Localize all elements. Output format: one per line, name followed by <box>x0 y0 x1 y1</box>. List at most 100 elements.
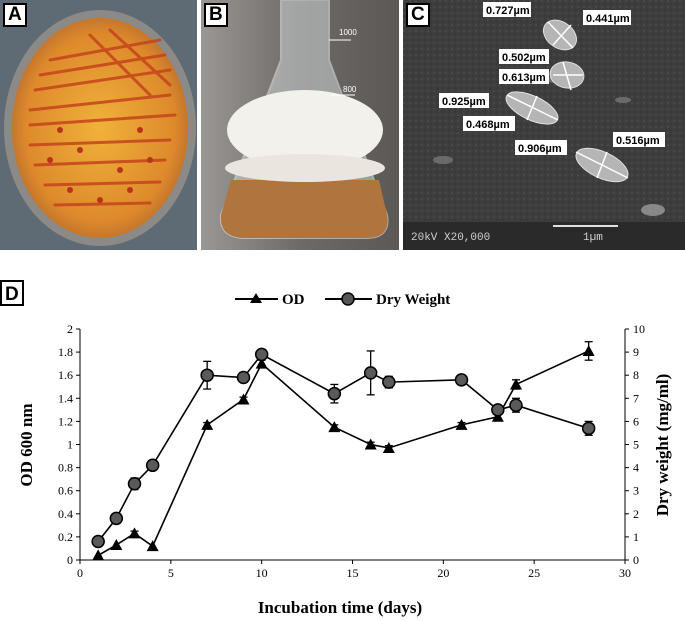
y-left-tick-label: 1.6 <box>58 368 73 382</box>
panel-letter-a: A <box>3 3 27 27</box>
measurement-labels: 0.727µm 0.441µm 0.502µm 0.613µm 0.925µm … <box>439 2 665 155</box>
legend-od-marker <box>250 293 262 303</box>
x-tick-label: 10 <box>256 566 268 580</box>
od-data-point <box>201 418 214 430</box>
y-right-axis-title: Dry weight (mg/ml) <box>653 374 672 517</box>
grad-label-1000: 1000 <box>339 28 357 37</box>
x-tick-label: 15 <box>347 566 359 580</box>
flask-photo: 1000 800 B <box>201 0 399 250</box>
x-tick-label: 5 <box>168 566 174 580</box>
od-data-point <box>364 438 377 450</box>
x-tick-label: 25 <box>528 566 540 580</box>
od-data-point <box>92 549 105 561</box>
y-left-tick-label: 0 <box>67 553 73 567</box>
y-left-tick-labels: 0 0.2 0.4 0.6 0.8 1 1.2 1.4 1.6 1.8 2 <box>58 322 73 567</box>
meas-label-6: 0.468µm <box>466 119 510 131</box>
y-left-tick-label: 0.4 <box>58 507 73 521</box>
dry-weight-data-point <box>200 368 214 382</box>
y-left-tick-label: 1.4 <box>58 391 73 405</box>
y-right-tick-labels: 0 1 2 3 4 5 6 7 8 9 10 <box>633 322 645 567</box>
y-right-tick-label: 8 <box>633 368 639 382</box>
od-data-point <box>510 378 522 390</box>
x-tick-label: 30 <box>619 566 631 580</box>
panel-letter-c: C <box>406 3 430 27</box>
meas-label-1: 0.727µm <box>486 5 530 17</box>
culture-broth <box>220 180 388 238</box>
y-right-tick-label: 9 <box>633 345 639 359</box>
y-left-tick-label: 1 <box>67 438 73 452</box>
od-data-point <box>255 357 268 369</box>
meas-label-2: 0.441µm <box>586 13 630 25</box>
y-right-tick-label: 0 <box>633 553 639 567</box>
data-markers <box>91 344 596 561</box>
y-right-tick-label: 6 <box>633 414 639 428</box>
y-left-tick-label: 0.2 <box>58 530 73 544</box>
dry-weight-data-point <box>491 403 505 417</box>
dry-weight-data-point <box>382 375 396 389</box>
y-right-tick-label: 2 <box>633 507 639 521</box>
y-right-tick-label: 10 <box>633 322 645 336</box>
x-tick-label: 20 <box>437 566 449 580</box>
y-left-tick-label: 1.2 <box>58 414 73 428</box>
legend-dw-label: Dry Weight <box>376 292 450 308</box>
flask-graduations: 1000 800 <box>339 28 357 94</box>
petri-dish-image <box>4 10 196 246</box>
panel-letter-box-d <box>0 280 24 306</box>
chart-axes <box>76 328 629 564</box>
dry-weight-data-point <box>236 370 251 385</box>
y-right-tick-label: 4 <box>633 461 639 475</box>
dry-weight-data-point <box>91 534 105 549</box>
dry-weight-data-point <box>127 477 142 491</box>
y-left-tick-label: 1.8 <box>58 345 73 359</box>
meas-label-3: 0.502µm <box>502 52 546 64</box>
petri-dish-photo: A <box>0 0 197 250</box>
y-left-tick-label: 2 <box>67 322 73 336</box>
dry-weight-data-point <box>509 398 523 412</box>
colony-streaks <box>28 28 177 207</box>
od-data-point <box>455 418 468 430</box>
dry-weight-data-point <box>109 511 124 526</box>
scale-bar-label: 1µm <box>583 232 603 244</box>
meas-label-7: 0.906µm <box>518 143 562 155</box>
od-data-point <box>128 527 141 539</box>
x-axis-title: Incubation time (days) <box>258 598 422 617</box>
od-data-point <box>237 393 250 405</box>
meas-label-8: 0.516µm <box>616 135 660 147</box>
growth-chart: D OD Dry Weight 0 5 10 15 20 25 30 00.20.40.60… <box>0 280 672 617</box>
sem-info-label: 20kV X20,000 <box>411 232 490 244</box>
legend-dw-marker <box>341 292 355 306</box>
od-data-point <box>328 421 341 433</box>
sem-micrograph: 0.727µm 0.441µm 0.502µm 0.613µm 0.925µm … <box>403 0 685 250</box>
foam-layer <box>227 90 383 170</box>
x-tick-label: 0 <box>77 566 83 580</box>
y-right-tick-label: 5 <box>633 438 639 452</box>
sem-image: 0.727µm 0.441µm 0.502µm 0.613µm 0.925µm … <box>403 0 685 250</box>
panel-letter-b: B <box>204 3 228 27</box>
dry-weight-data-point <box>363 366 378 380</box>
dry-weight-data-point <box>145 458 160 473</box>
od-data-point <box>582 344 595 356</box>
y-right-tick-label: 1 <box>633 530 639 544</box>
y-left-tick-label: 0.6 <box>58 484 73 498</box>
flask-image: 1000 800 <box>201 0 399 250</box>
od-data-point <box>146 540 159 552</box>
dry-weight-data-point <box>454 373 469 387</box>
od-data-point <box>110 538 123 550</box>
meas-label-5: 0.925µm <box>442 96 486 108</box>
dry-weight-data-point <box>254 347 269 362</box>
x-tick-labels: 0 5 10 15 20 25 30 <box>77 566 631 580</box>
y-left-tick-label: 0.8 <box>58 461 73 475</box>
error-bars <box>130 341 593 537</box>
dry-weight-data-point <box>581 421 596 436</box>
foam-lower <box>225 154 385 182</box>
y-right-tick-label: 3 <box>633 484 639 498</box>
legend-od-label: OD <box>282 292 305 308</box>
colony-dots <box>47 127 153 203</box>
od-data-point <box>382 441 395 453</box>
chart-legend: OD Dry Weight <box>235 292 450 308</box>
y-left-axis-title: OD 600 nm <box>17 403 36 486</box>
meas-label-4: 0.613µm <box>502 72 546 84</box>
grad-label-800: 800 <box>343 85 357 94</box>
panel-letter-d: D <box>5 284 19 305</box>
measurement-lines <box>506 21 629 179</box>
